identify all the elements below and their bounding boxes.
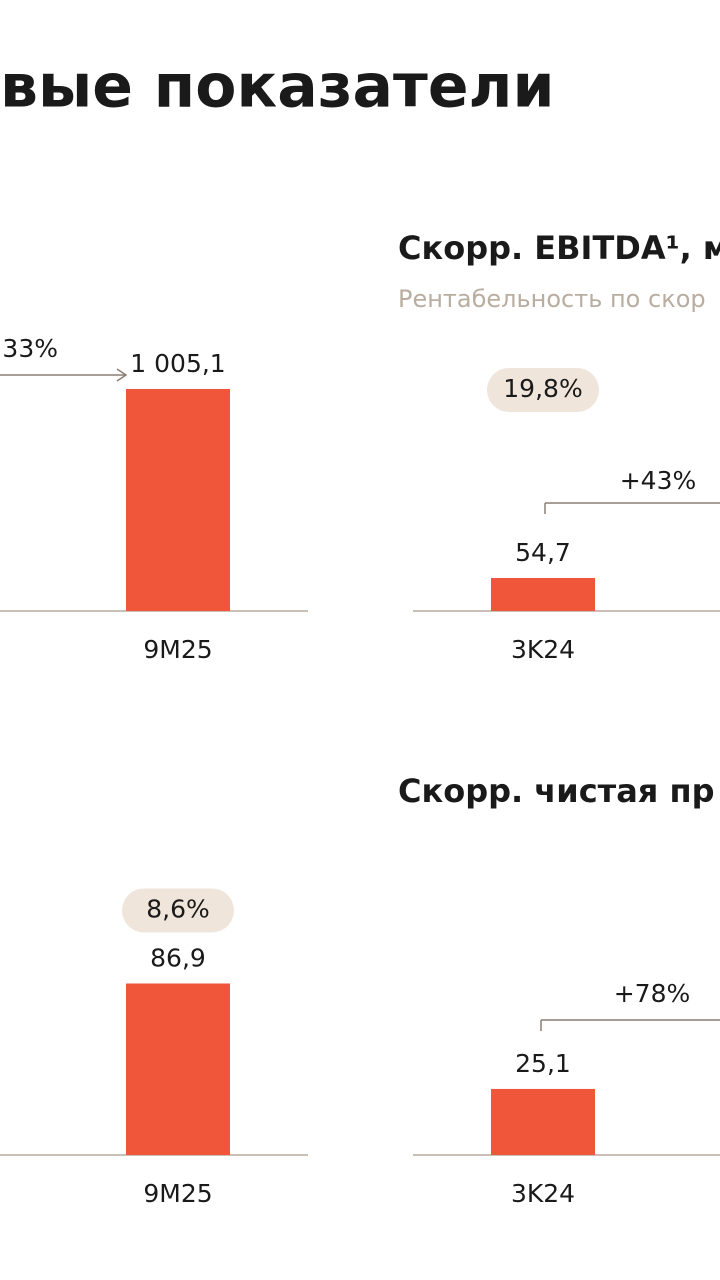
growth-arrowhead bbox=[116, 368, 128, 382]
value-label: 54,7 bbox=[515, 538, 571, 567]
margin-badge bbox=[122, 888, 234, 933]
chart-title: Скорр. EBITDA¹, м bbox=[398, 229, 720, 267]
value-label: 86,9 bbox=[150, 943, 206, 972]
category-label: 3K24 bbox=[511, 1179, 575, 1208]
growth-label: +43% bbox=[620, 466, 697, 495]
margin-badge-label: 8,6% bbox=[146, 894, 210, 923]
category-label: 3K24 bbox=[511, 635, 575, 664]
category-label: 9M25 bbox=[143, 635, 212, 664]
growth-label: +78% bbox=[614, 979, 691, 1008]
bar bbox=[491, 577, 595, 611]
category-label: 9M25 bbox=[143, 1179, 212, 1208]
bar bbox=[126, 983, 230, 1155]
page-title: вые показатели bbox=[0, 52, 555, 122]
margin-badge bbox=[487, 368, 599, 412]
bar bbox=[491, 1088, 595, 1155]
value-label: 25,1 bbox=[515, 1049, 571, 1078]
chart-subtitle: Рентабельность по скор bbox=[398, 285, 706, 313]
chart-title: Скорр. чистая пр bbox=[398, 772, 715, 810]
value-label: 1 005,1 bbox=[130, 349, 225, 378]
growth-label: +33% bbox=[0, 334, 58, 363]
bar bbox=[126, 388, 230, 611]
margin-badge-label: 19,8% bbox=[503, 374, 582, 403]
